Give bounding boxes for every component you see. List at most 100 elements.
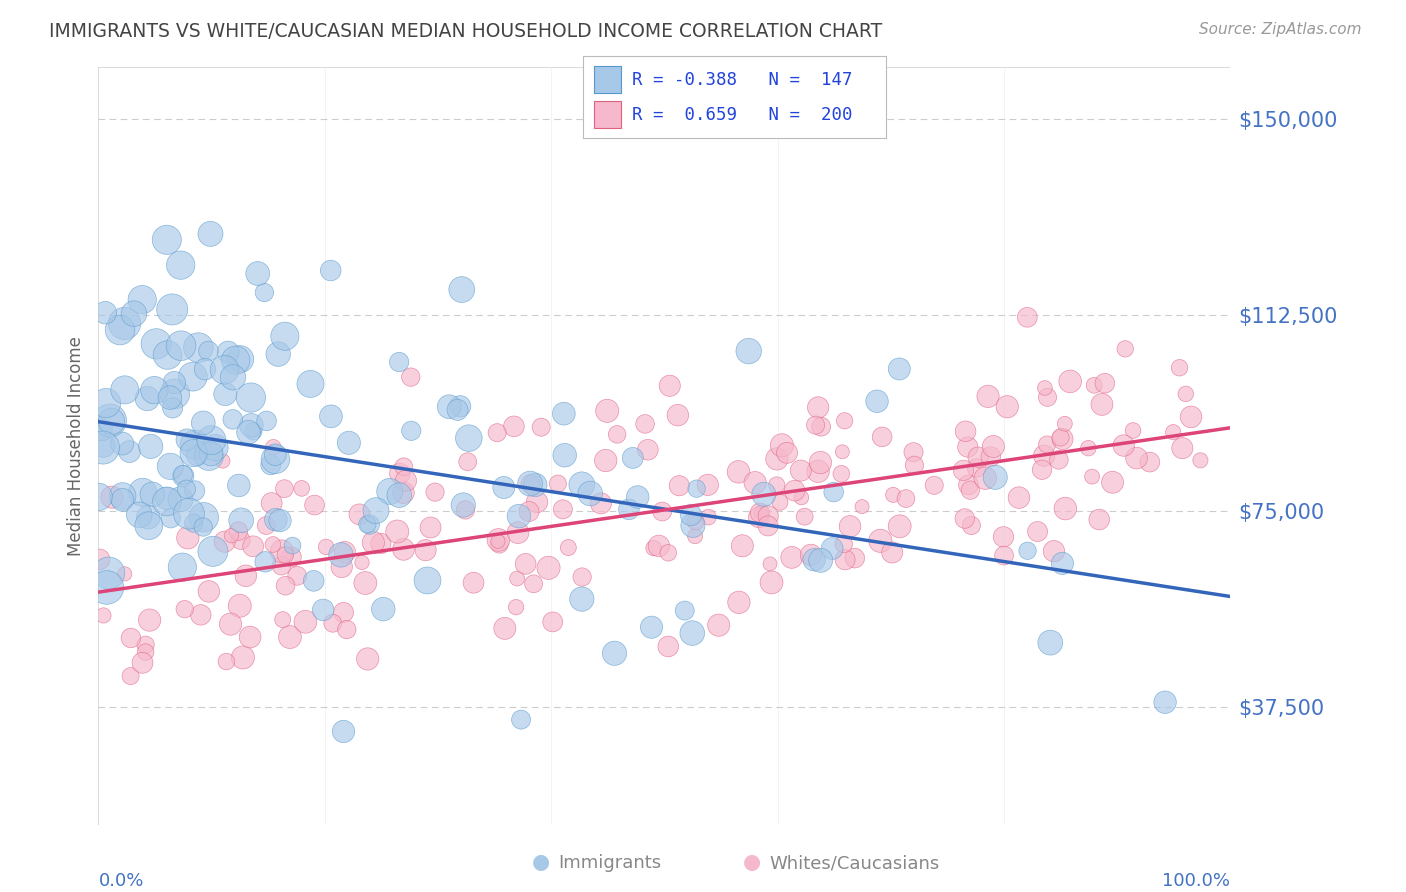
Point (1125, 451, 1147, 466)
Point (170, 339, 193, 353)
Point (200, 433, 222, 447)
Point (980, 450, 1002, 464)
Point (131, 485, 153, 500)
Point (510, 713, 533, 727)
Text: 0.0%: 0.0% (98, 872, 143, 890)
Point (1033, 449, 1056, 463)
Point (957, 478, 980, 492)
Point (803, 553, 825, 567)
Point (790, 464, 813, 478)
Point (810, 553, 832, 567)
Point (648, 539, 671, 553)
Point (319, 409, 342, 424)
Point (463, 575, 485, 590)
Point (780, 550, 803, 565)
Bar (595, 102, 621, 128)
Point (844, 551, 866, 566)
Point (186, 449, 208, 463)
Point (515, 557, 537, 571)
Point (111, 489, 134, 503)
Point (696, 478, 718, 492)
Point (94, 396, 117, 410)
Point (273, 482, 295, 496)
Point (508, 509, 530, 524)
Point (89, 552, 111, 566)
Point (262, 440, 284, 454)
Point (332, 724, 354, 739)
Point (776, 446, 799, 460)
Point (363, 535, 385, 549)
Point (356, 517, 378, 532)
Point (800, 548, 823, 562)
Point (415, 543, 437, 558)
Point (453, 498, 475, 512)
Point (1091, 397, 1114, 411)
Point (214, 534, 236, 549)
Point (399, 370, 422, 384)
Point (1047, 452, 1070, 467)
Point (621, 450, 644, 465)
Point (557, 541, 579, 555)
Point (1054, 501, 1077, 516)
Point (215, 655, 238, 669)
Point (108, 323, 131, 337)
Point (163, 376, 186, 390)
Point (955, 425, 977, 439)
Point (264, 448, 287, 462)
Point (454, 503, 477, 517)
Point (1017, 310, 1039, 325)
Point (193, 520, 215, 534)
Point (190, 607, 212, 622)
Point (128, 508, 150, 522)
Point (627, 490, 650, 504)
Point (488, 537, 510, 551)
Point (643, 541, 665, 555)
Point (254, 518, 277, 533)
Point (111, 492, 134, 507)
Y-axis label: Median Household Income: Median Household Income (66, 336, 84, 556)
Point (727, 465, 749, 479)
Point (388, 488, 411, 502)
Point (832, 537, 855, 551)
Point (1168, 360, 1191, 375)
Point (882, 545, 904, 559)
Point (1026, 524, 1049, 539)
Point (606, 427, 628, 442)
Point (319, 263, 342, 277)
Point (143, 383, 166, 397)
Point (685, 482, 707, 496)
Point (225, 353, 247, 368)
Point (523, 576, 546, 591)
Point (960, 518, 983, 533)
Text: ●: ● (744, 853, 761, 872)
Point (959, 483, 981, 498)
Point (198, 449, 221, 463)
Point (790, 491, 813, 505)
Point (172, 560, 194, 574)
Point (274, 579, 297, 593)
Point (138, 510, 160, 524)
Text: Whites/Caucasians: Whites/Caucasians (769, 855, 939, 872)
Point (395, 474, 418, 488)
Point (657, 546, 679, 560)
Point (1008, 491, 1031, 505)
Point (156, 233, 179, 247)
Point (547, 476, 569, 491)
Point (571, 592, 593, 607)
Point (756, 508, 779, 523)
Point (505, 600, 527, 615)
Point (839, 519, 862, 533)
Point (211, 454, 233, 468)
Point (90, 423, 112, 437)
Point (388, 355, 411, 369)
Point (922, 478, 945, 492)
Point (229, 533, 252, 548)
Point (1180, 409, 1202, 424)
Point (136, 392, 159, 406)
Point (172, 467, 194, 482)
Point (977, 389, 1000, 403)
Point (744, 475, 766, 490)
Point (274, 548, 297, 562)
Point (194, 362, 217, 376)
Point (1122, 424, 1144, 438)
